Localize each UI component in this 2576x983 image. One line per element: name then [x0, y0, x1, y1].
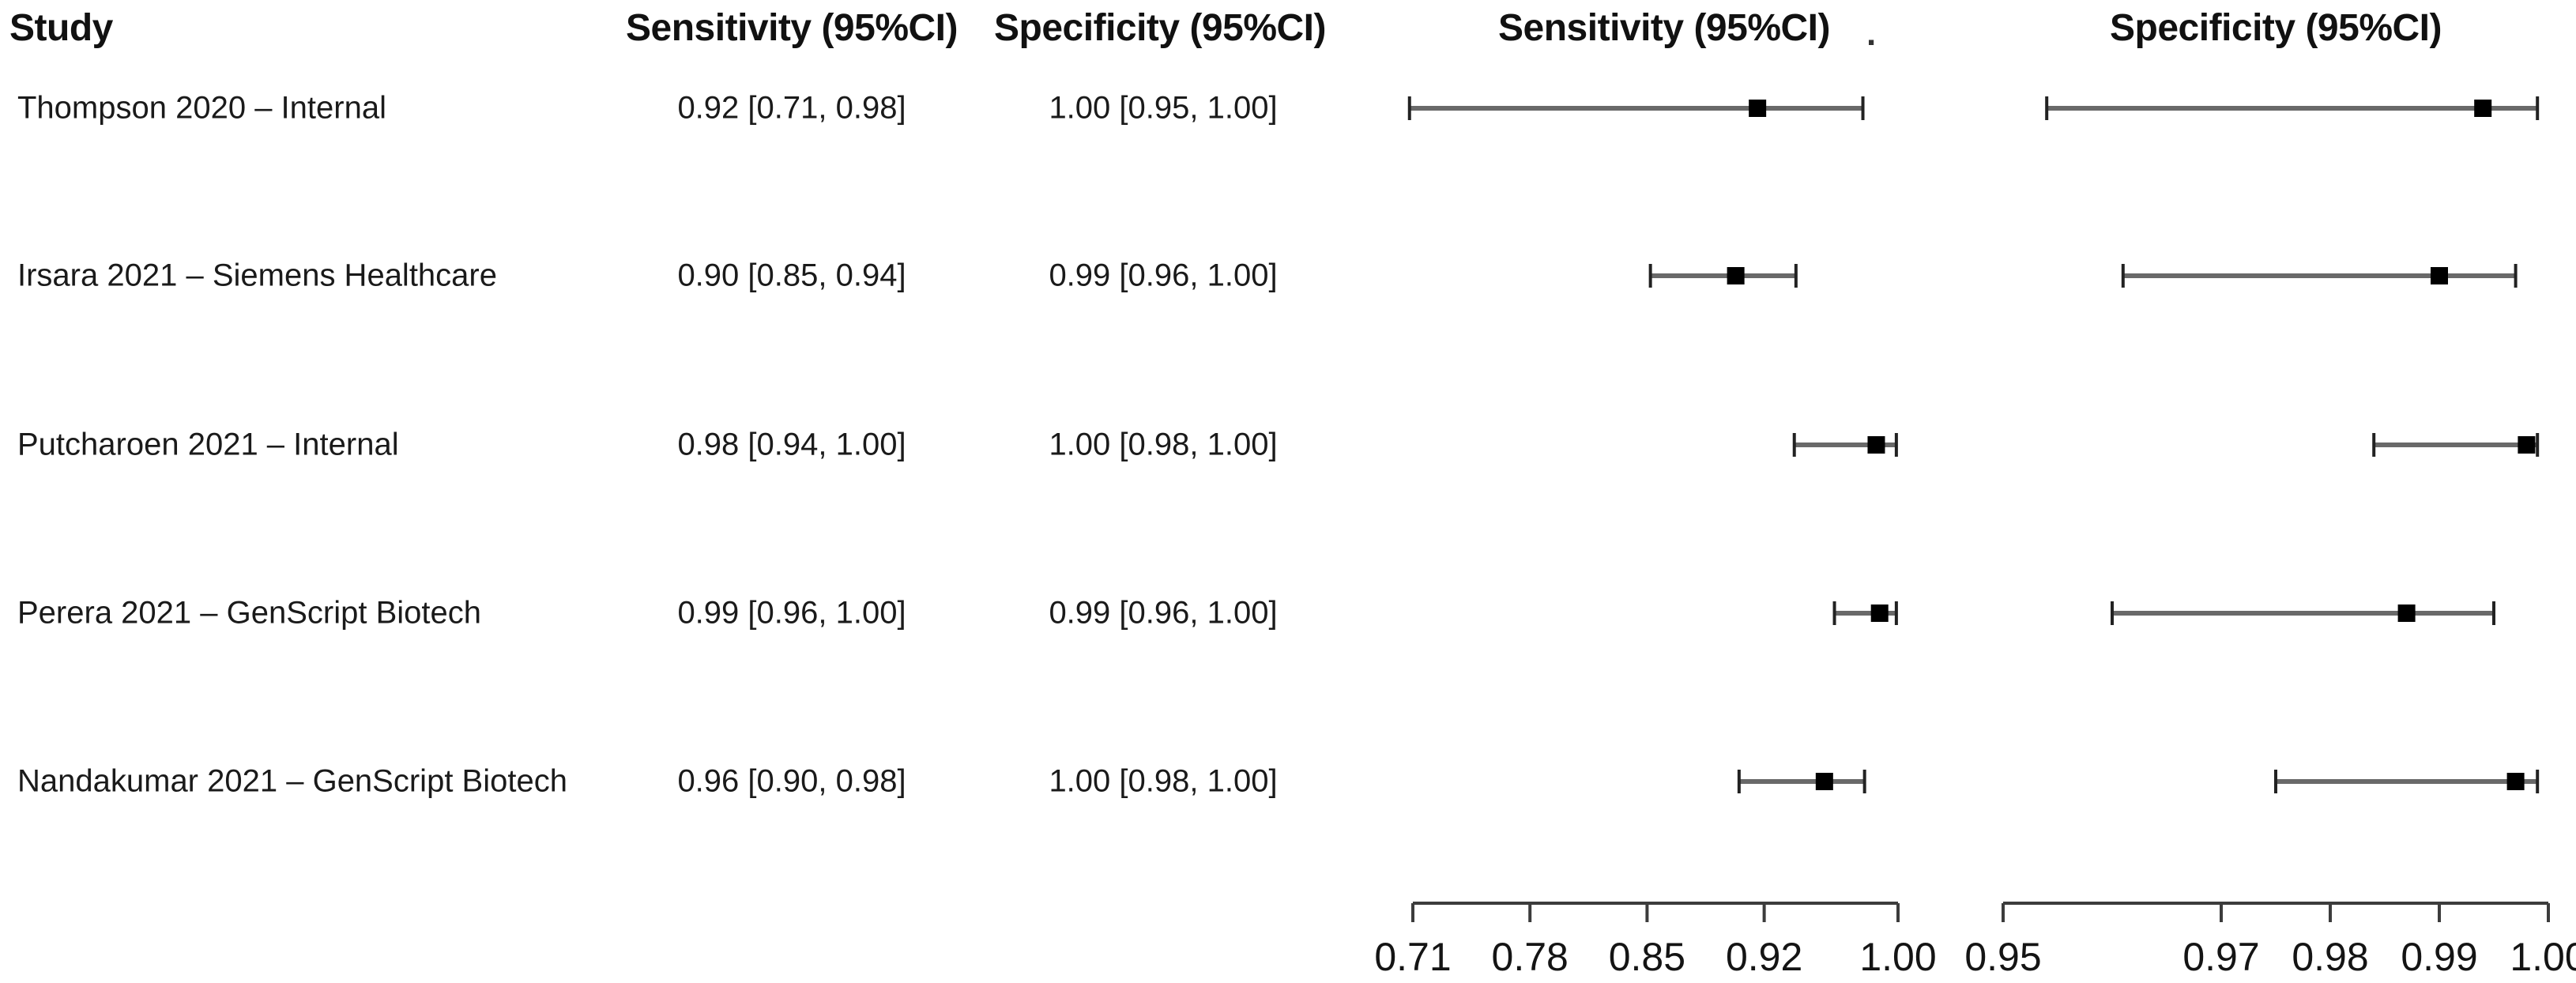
point-estimate-marker — [1815, 773, 1833, 790]
point-estimate-marker — [2474, 100, 2492, 117]
axis-tick-label: 0.71 — [1374, 935, 1451, 979]
sensitivity-ci-text: 0.98 [0.94, 1.00] — [677, 427, 906, 462]
column-header-specificity: Specificity (95%CI) — [994, 7, 1326, 49]
point-estimate-marker — [2518, 436, 2536, 454]
axis-tick-label: 0.97 — [2182, 935, 2259, 979]
axis-tick-label: 0.85 — [1609, 935, 1685, 979]
axis-tick-label: 1.00 — [1859, 935, 1936, 979]
specificity-ci-text: 1.00 [0.98, 1.00] — [1049, 427, 1278, 462]
table-row: Perera 2021 – GenScript Biotech 0.99 [0.… — [0, 589, 2576, 637]
specificity-ci-text: 0.99 [0.96, 1.00] — [1049, 258, 1278, 293]
sensitivity-ci-text: 0.92 [0.71, 0.98] — [677, 90, 906, 126]
study-label: Irsara 2021 – Siemens Healthcare — [17, 258, 497, 293]
sensitivity-ci-text: 0.90 [0.85, 0.94] — [677, 258, 906, 293]
specificity-ci-text: 1.00 [0.95, 1.00] — [1049, 90, 1278, 126]
axis-tick-label: 1.00 — [2510, 935, 2576, 979]
specificity-ci-text: 1.00 [0.98, 1.00] — [1049, 763, 1278, 799]
point-estimate-marker — [1870, 604, 1889, 622]
plot-title-sensitivity: Sensitivity (95%CI) — [1498, 7, 1830, 49]
point-estimate-marker — [1867, 436, 1885, 454]
study-label: Nandakumar 2021 – GenScript Biotech — [17, 763, 567, 799]
table-row: Thompson 2020 – Internal 0.92 [0.71, 0.9… — [0, 85, 2576, 132]
table-row: Nandakumar 2021 – GenScript Biotech 0.96… — [0, 758, 2576, 805]
study-label: Putcharoen 2021 – Internal — [17, 427, 399, 462]
plot-title-specificity: Specificity (95%CI) — [2110, 7, 2442, 49]
stray-dot: . — [1866, 14, 1877, 53]
table-row: Irsara 2021 – Siemens Healthcare 0.90 [0… — [0, 252, 2576, 299]
axis-tick-label: 0.78 — [1492, 935, 1569, 979]
study-label: Thompson 2020 – Internal — [17, 90, 386, 126]
table-row: Putcharoen 2021 – Internal 0.98 [0.94, 1… — [0, 421, 2576, 469]
axis-tick-label: 0.92 — [1726, 935, 1802, 979]
specificity-ci-text: 0.99 [0.96, 1.00] — [1049, 595, 1278, 631]
point-estimate-marker — [2431, 267, 2448, 284]
point-estimate-marker — [2397, 604, 2416, 622]
column-header-sensitivity: Sensitivity (95%CI) — [626, 7, 958, 49]
point-estimate-marker — [2506, 773, 2525, 790]
axis-tick-label: 0.98 — [2292, 935, 2368, 979]
axis-tick-label: 0.99 — [2401, 935, 2477, 979]
point-estimate-marker — [1727, 267, 1745, 284]
study-label: Perera 2021 – GenScript Biotech — [17, 595, 482, 631]
column-header-study: Study — [9, 7, 113, 49]
sensitivity-ci-text: 0.99 [0.96, 1.00] — [677, 595, 906, 631]
sensitivity-ci-text: 0.96 [0.90, 0.98] — [677, 763, 906, 799]
point-estimate-marker — [1749, 100, 1767, 117]
axis-tick-label: 0.95 — [1964, 935, 2041, 979]
